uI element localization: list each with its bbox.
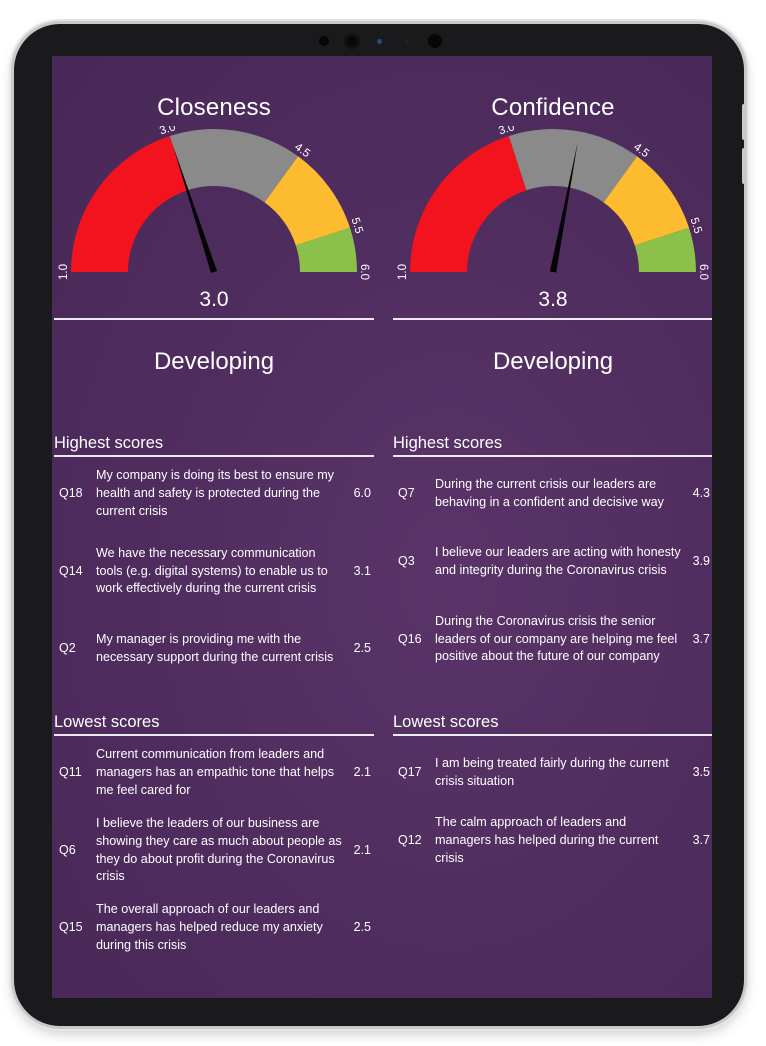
gauge-value: 3.0 (199, 288, 229, 311)
volume-button (742, 104, 746, 140)
lowest-scores-section: Lowest scores Q11 Current communication … (54, 711, 374, 962)
score-row: Q17 I am being treated fairly during the… (393, 739, 712, 807)
sensor-icon (405, 40, 409, 44)
gauge-band-3 (295, 227, 357, 272)
gauge-band-0 (410, 135, 527, 272)
question-text: I believe the leaders of our business ar… (96, 815, 342, 884)
question-score: 6.0 (353, 486, 371, 501)
question-text: During the Coronavirus crisis the senior… (435, 613, 678, 664)
score-row: Q11 Current communication from leaders a… (54, 739, 374, 807)
question-id: Q17 (398, 765, 422, 780)
question-id: Q11 (59, 765, 82, 780)
dashboard-screen: Closeness 1.0 3.0 4.5 5.5 6.0 3.0 Developing… (52, 56, 712, 998)
question-score: 2.1 (353, 765, 371, 780)
question-score: 2.5 (353, 920, 371, 935)
score-row: Q3 I believe our leaders are acting with… (393, 528, 712, 596)
section-title: Lowest scores (54, 713, 160, 731)
question-text: My company is doing its best to ensure m… (96, 468, 334, 518)
question-text: My manager is providing me with the nece… (96, 632, 334, 664)
question-id: Q3 (398, 554, 415, 569)
question-text: I am being treated fairly during the cur… (435, 756, 669, 788)
question-text: The calm approach of leaders and manager… (435, 815, 659, 865)
status-label: Developing (492, 348, 614, 375)
question-id: Q14 (59, 563, 83, 578)
sensor-icon (428, 34, 442, 48)
question-id: Q18 (59, 486, 83, 501)
gauge-band-3 (634, 227, 696, 272)
section-title: Lowest scores (393, 713, 499, 731)
confidence-gauge: 1.03.04.55.56.0 (397, 126, 709, 280)
question-text: We have the necessary communication tool… (96, 545, 328, 596)
gauge-band-2 (603, 156, 690, 246)
tick-label: 3.0 (497, 126, 516, 138)
lowest-scores-section: Lowest scores Q17 I am being treated fai… (393, 711, 712, 875)
score-row: Q16 During the Coronavirus crisis the se… (393, 596, 712, 683)
score-row: Q15 The overall approach of our leaders … (54, 894, 374, 962)
tick-label: 6.0 (697, 264, 709, 280)
tick-label: 3.0 (158, 126, 177, 138)
question-id: Q6 (59, 842, 76, 857)
question-text: During the current crisis our leaders ar… (435, 477, 664, 509)
question-text: Current communication from leaders and m… (96, 747, 335, 797)
section-title: Highest scores (393, 434, 503, 452)
question-score: 2.5 (353, 641, 371, 656)
gauge-title: Closeness (157, 94, 271, 121)
gauge-needle (549, 141, 578, 273)
question-score: 3.5 (692, 765, 710, 780)
divider (393, 455, 712, 457)
score-row: Q14 We have the necessary communication … (54, 528, 374, 615)
tick-label: 5.5 (687, 216, 703, 235)
gauge-title: Confidence (491, 94, 615, 121)
tick-label: 1.0 (397, 264, 409, 280)
divider (54, 318, 374, 320)
score-row: Q7 During the current crisis our leaders… (393, 460, 712, 528)
power-button (742, 148, 746, 184)
score-row: Q6 I believe the leaders of our business… (54, 807, 374, 894)
tick-label: 5.5 (348, 216, 364, 235)
gauge-band-1 (169, 129, 299, 203)
question-score: 3.9 (692, 554, 710, 569)
camera-icon (344, 33, 360, 49)
tablet-frame: Closeness 1.0 3.0 4.5 5.5 6.0 3.0 Developing… (14, 24, 746, 1026)
divider (393, 318, 712, 320)
question-id: Q16 (398, 631, 422, 646)
divider (54, 455, 374, 457)
score-row: Q12 The calm approach of leaders and man… (393, 807, 712, 875)
gauge-value: 3.8 (538, 288, 568, 311)
question-text: The overall approach of our leaders and … (96, 902, 323, 952)
gauge-band-2 (264, 156, 351, 246)
highest-scores-section: Highest scores Q7 During the current cri… (393, 432, 712, 683)
closeness-gauge: 1.03.04.55.56.0 (58, 126, 370, 280)
question-text: I believe our leaders are acting with ho… (435, 545, 681, 577)
question-score: 3.7 (692, 631, 710, 646)
question-id: Q15 (59, 920, 83, 935)
question-id: Q7 (398, 486, 415, 501)
divider (54, 734, 374, 736)
section-title: Highest scores (54, 434, 164, 452)
question-id: Q2 (59, 641, 76, 656)
sensor-icon (319, 36, 329, 46)
camera-lens-icon (377, 39, 382, 44)
tick-label: 1.0 (58, 264, 70, 280)
status-label: Developing (153, 348, 275, 375)
gauge-band-0 (71, 135, 188, 272)
question-id: Q12 (398, 833, 422, 848)
question-score: 3.1 (353, 563, 371, 578)
score-row: Q18 My company is doing its best to ensu… (54, 460, 374, 528)
tick-label: 6.0 (358, 264, 370, 280)
score-row: Q2 My manager is providing me with the n… (54, 615, 374, 683)
question-score: 2.1 (353, 842, 371, 857)
question-score: 4.3 (692, 486, 710, 501)
camera-bar (14, 31, 744, 51)
highest-scores-section: Highest scores Q18 My company is doing i… (54, 432, 374, 683)
gauge-needle (172, 145, 218, 273)
question-score: 3.7 (692, 833, 710, 848)
divider (393, 734, 712, 736)
